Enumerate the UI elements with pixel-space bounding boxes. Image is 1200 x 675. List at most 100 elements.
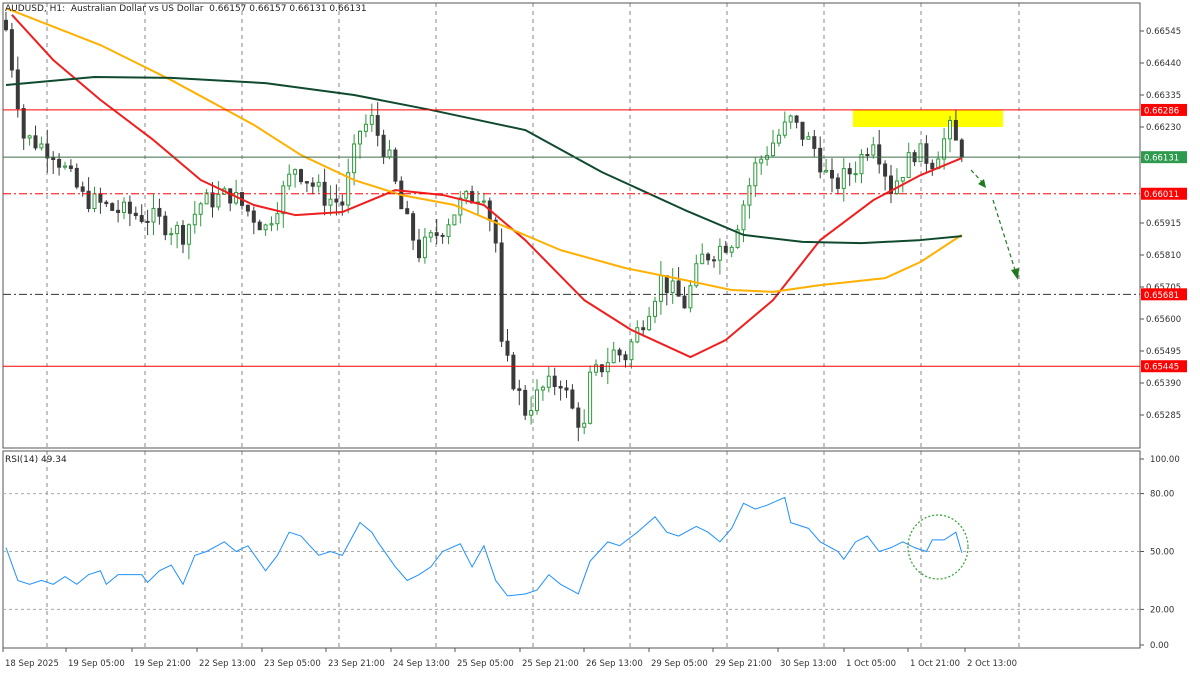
candle-body xyxy=(334,198,339,203)
candle-body xyxy=(310,182,315,187)
candle-body xyxy=(535,389,539,412)
candle-body xyxy=(122,201,126,213)
candle-body xyxy=(818,147,823,173)
candle-body xyxy=(293,169,298,175)
candle-body xyxy=(257,221,262,231)
price-label: 0.65285 xyxy=(1146,411,1181,421)
price-label: 0.65495 xyxy=(1146,347,1181,357)
candle-body xyxy=(871,144,876,156)
time-label: 25 Sep 05:00 xyxy=(457,659,514,669)
candle-body xyxy=(192,213,197,226)
candle-body xyxy=(582,422,587,428)
arrow-line xyxy=(970,169,983,183)
price-level-label: 0.65445 xyxy=(1144,363,1179,373)
rsi-tick-label: 80.00 xyxy=(1150,490,1174,500)
price-level-tag xyxy=(1141,288,1187,301)
candle-body xyxy=(847,168,852,175)
candle-body xyxy=(959,139,964,158)
time-label: 19 Sep 05:00 xyxy=(68,659,125,669)
candle-body xyxy=(21,108,26,139)
rsi-tick-label: 100.00 xyxy=(1150,455,1180,465)
arrow-line xyxy=(992,199,1016,271)
highlight-circle xyxy=(907,514,969,580)
candle-body xyxy=(481,200,486,203)
candle-body xyxy=(776,134,781,144)
candle-body xyxy=(759,158,764,164)
time-label: 29 Sep 21:00 xyxy=(715,659,772,669)
candle-body xyxy=(953,119,958,141)
time-label: 25 Sep 21:00 xyxy=(522,659,579,669)
candle-body xyxy=(4,19,8,31)
time-label: 30 Sep 13:00 xyxy=(780,659,837,669)
candle-body xyxy=(287,173,292,187)
candle-body xyxy=(110,203,115,211)
candle-body xyxy=(552,375,557,388)
ma-slow-line xyxy=(5,76,962,245)
candle-body xyxy=(363,123,368,132)
candle-body xyxy=(464,191,469,199)
candle-body xyxy=(375,115,380,136)
arrow-head-icon xyxy=(1011,268,1019,280)
rsi-panel-frame xyxy=(2,450,1141,649)
candle-body xyxy=(753,162,758,187)
candle-body xyxy=(98,193,103,203)
rsi-line xyxy=(5,496,963,597)
candle-body xyxy=(15,69,20,110)
candle-body xyxy=(428,232,433,238)
rsi-tick-label: 50.00 xyxy=(1150,548,1174,558)
price-label: 0.66230 xyxy=(1146,123,1181,133)
ma-mid-line xyxy=(5,7,963,293)
candle-body xyxy=(304,181,309,184)
candle-body xyxy=(729,246,734,253)
candle-body xyxy=(446,224,451,237)
candle-body xyxy=(452,214,457,226)
projection-arrows xyxy=(970,169,1019,280)
candle-body xyxy=(499,242,504,342)
candle-body xyxy=(830,169,834,179)
time-label: 24 Sep 13:00 xyxy=(393,659,450,669)
candle-body xyxy=(641,327,646,331)
price-level-tag xyxy=(1141,360,1187,373)
price-level-label: 0.66011 xyxy=(1144,190,1179,200)
candle-body xyxy=(771,142,775,157)
arrow-head-icon xyxy=(978,179,986,188)
candle-body xyxy=(523,389,528,416)
candle-body xyxy=(157,207,162,217)
candle-body xyxy=(688,285,693,309)
candle-body xyxy=(316,181,321,187)
candle-body xyxy=(145,220,150,223)
price-level-tag xyxy=(1141,103,1187,116)
ma-fast-line xyxy=(11,14,963,359)
candle-body xyxy=(263,224,268,231)
candle-body xyxy=(369,115,374,125)
candle-body xyxy=(741,204,746,231)
candle-body xyxy=(358,130,362,145)
candle-body xyxy=(841,168,846,189)
price-label: 0.66440 xyxy=(1146,59,1181,69)
candle-body xyxy=(617,349,622,356)
resistance-zone xyxy=(853,109,1003,127)
candle-body xyxy=(186,224,191,245)
candle-body xyxy=(422,236,427,259)
time-label: 18 Sep 2025 xyxy=(5,659,59,669)
candle-body xyxy=(529,410,534,416)
candle-body xyxy=(9,29,14,71)
candle-body xyxy=(181,225,185,245)
candle-body xyxy=(835,177,840,189)
candle-body xyxy=(735,229,740,248)
candle-body xyxy=(169,233,174,236)
candle-body xyxy=(139,215,144,222)
price-level-label: 0.66286 xyxy=(1144,106,1179,116)
candle-body xyxy=(346,172,351,206)
candle-body xyxy=(948,119,952,140)
candle-body xyxy=(812,136,817,149)
candle-body xyxy=(576,407,581,428)
candle-body xyxy=(210,192,215,208)
candle-body xyxy=(564,387,569,391)
price-label: 0.66335 xyxy=(1146,91,1181,101)
candle-body xyxy=(540,386,545,391)
candle-body xyxy=(299,169,303,183)
rsi-title: RSI(14) 49.34 xyxy=(5,455,67,465)
candle-body xyxy=(405,208,410,215)
